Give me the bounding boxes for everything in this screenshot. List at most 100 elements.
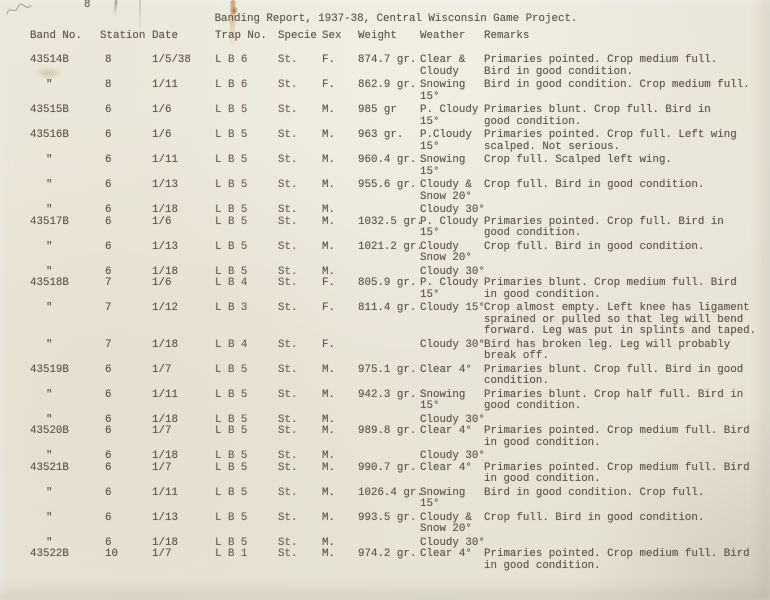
table-row: 43520B 6 1/7 L B 5 St. M. 989.8 gr. Clear 4° Pri…	[30, 425, 762, 449]
remarks-cell: Primaries pointed. Crop medium full. Bir…	[484, 425, 750, 449]
weight-cell: 989.8 gr.	[358, 425, 417, 437]
specie-cell: St.	[278, 240, 298, 253]
date-cell: 1/11	[152, 486, 178, 499]
table-row: " 6 1/18 L B 5 St. M. Cloudy 30°	[30, 265, 762, 279]
remarks-cell: Primaries blunt. Crop full. Bird in good…	[484, 363, 744, 387]
table-row: " 7 1/12 L B 3 St. F. 811.4 gr. Cloudy 15° Crop …	[30, 302, 762, 338]
stain-dot-mark	[231, 6, 238, 15]
top-page-mark: 8	[84, 0, 91, 11]
trap-cell: L B 5	[215, 450, 248, 462]
trap-cell: L B 6	[215, 54, 248, 66]
date-cell: 1/6	[152, 277, 172, 289]
table-row: 43517B 6 1/6 L B 5 St. M. 1032.5 gr. P. Cloudy …	[30, 215, 762, 240]
sex-cell: M.	[322, 548, 335, 560]
trap-cell: L B 3	[215, 302, 248, 314]
weight-cell: 805.9 gr.	[358, 277, 417, 289]
sex-cell: M.	[322, 104, 335, 116]
table-row: 43522B 10 1/7 L B 1 St. M. 974.2 gr. Clear 4° Pr…	[30, 548, 762, 572]
sex-cell: M.	[322, 413, 335, 426]
paper-crease	[139, 0, 141, 34]
date-cell: 1/18	[152, 265, 178, 278]
station-cell: 7	[105, 277, 112, 289]
band-cell: 43515B	[30, 104, 69, 116]
date-cell: 1/11	[152, 388, 178, 401]
trap-cell: L B 5	[215, 388, 248, 401]
band-cell: "	[46, 536, 53, 549]
weight-cell: 993.5 gr.	[358, 511, 417, 524]
table-row: " 6 1/13 L B 5 St. M. 993.5 gr. Cloudy & Snow 2…	[30, 511, 762, 536]
station-cell: 6	[105, 129, 112, 141]
table-row: " 7 1/18 L B 4 St. F. Cloudy 30° Bird has broke…	[30, 338, 762, 363]
band-cell: "	[46, 179, 53, 191]
remarks-cell: Bird has broken leg. Leg will probably b…	[484, 338, 731, 362]
date-cell: 1/5/38	[152, 54, 191, 66]
pencil-squiggle-mark	[6, 3, 32, 15]
table-row: " 6 1/11 L B 5 St. M. 942.3 gr. Snowing 15° Prim…	[30, 388, 762, 413]
band-cell: "	[46, 240, 53, 253]
weather-cell: Cloudy 30°	[420, 536, 485, 549]
band-cell: "	[46, 154, 53, 166]
trap-cell: L B 1	[215, 548, 248, 560]
sex-cell: M.	[322, 363, 335, 376]
weather-cell: P. Cloudy 15°	[420, 277, 479, 301]
weather-cell: Clear & Cloudy	[420, 54, 466, 78]
table-row: " 6 1/18 L B 5 St. M. Cloudy 30°	[30, 413, 762, 427]
specie-cell: St.	[278, 413, 298, 426]
remarks-cell: Crop full. Bird in good condition.	[484, 511, 705, 524]
specie-cell: St.	[278, 104, 298, 116]
band-cell: "	[46, 204, 53, 216]
weather-cell: P. Cloudy 15°	[420, 104, 479, 128]
sex-cell: M.	[322, 461, 335, 474]
trap-cell: L B 5	[215, 215, 248, 228]
date-cell: 1/7	[152, 425, 172, 437]
band-cell: 43519B	[30, 363, 69, 376]
remarks-cell: Primaries pointed. Crop medium full. Bir…	[484, 548, 750, 572]
remarks-cell: Bird in good condition. Crop medium full…	[484, 79, 750, 91]
trap-cell: L B 5	[215, 104, 248, 116]
station-cell: 6	[105, 486, 112, 499]
weather-cell: Cloudy 30°	[420, 338, 485, 351]
station-cell: 6	[105, 450, 112, 462]
station-cell: 6	[105, 425, 112, 437]
sex-cell: M.	[322, 450, 335, 462]
date-cell: 1/7	[152, 363, 172, 376]
specie-cell: St.	[278, 302, 298, 314]
date-cell: 1/6	[152, 215, 172, 228]
sex-cell: F.	[322, 54, 335, 66]
pencil-tick-mark	[113, 0, 118, 16]
sex-cell: F.	[322, 338, 335, 351]
column-header-specie: Specie	[278, 29, 317, 42]
table-row: " 6 1/13 L B 5 St. M. 1021.2 gr. Cloudy Snow 20…	[30, 240, 762, 265]
specie-cell: St.	[278, 54, 298, 66]
weather-cell: Clear 4°	[420, 548, 472, 560]
trap-cell: L B 5	[215, 413, 248, 426]
table-row: 43519B 6 1/7 L B 5 St. M. 975.1 gr. Clear 4° Pri…	[30, 363, 762, 388]
weather-cell: Cloudy 30°	[420, 450, 485, 462]
sex-cell: M.	[322, 265, 335, 278]
table-row: " 6 1/18 L B 5 St. M. Cloudy 30°	[30, 536, 762, 550]
station-cell: 6	[105, 215, 112, 228]
band-cell: 43522B	[30, 548, 69, 560]
table-row: " 6 1/13 L B 5 St. M. 955.6 gr. Cloudy & Snow 2…	[30, 179, 762, 203]
table-row: 43518B 7 1/6 L B 4 St. F. 805.9 gr. P. Cloudy 1…	[30, 277, 762, 301]
weight-cell: 974.2 gr.	[358, 548, 417, 560]
remarks-cell: Primaries pointed. Crop full. Bird in go…	[484, 215, 724, 239]
weather-cell: Cloudy 30°	[420, 265, 485, 278]
remarks-cell: Primaries pointed. Crop full. Left wing …	[484, 129, 737, 153]
date-cell: 1/13	[152, 179, 178, 191]
remarks-cell: Primaries pointed. Crop medium full. Bir…	[484, 54, 718, 78]
weight-cell: 862.9 gr.	[358, 79, 417, 91]
table-row: " 6 1/18 L B 5 St. M. Cloudy 30°	[30, 204, 762, 217]
band-cell: "	[46, 413, 53, 426]
station-cell: 6	[105, 388, 112, 401]
specie-cell: St.	[278, 536, 298, 549]
station-cell: 10	[105, 548, 118, 560]
weight-cell: 963 gr.	[358, 129, 404, 141]
band-cell: 43520B	[30, 425, 69, 437]
specie-cell: St.	[278, 425, 298, 437]
specie-cell: St.	[278, 204, 298, 216]
trap-cell: L B 5	[215, 363, 248, 376]
date-cell: 1/13	[152, 511, 178, 524]
weight-cell: 960.4 gr.	[358, 154, 417, 166]
